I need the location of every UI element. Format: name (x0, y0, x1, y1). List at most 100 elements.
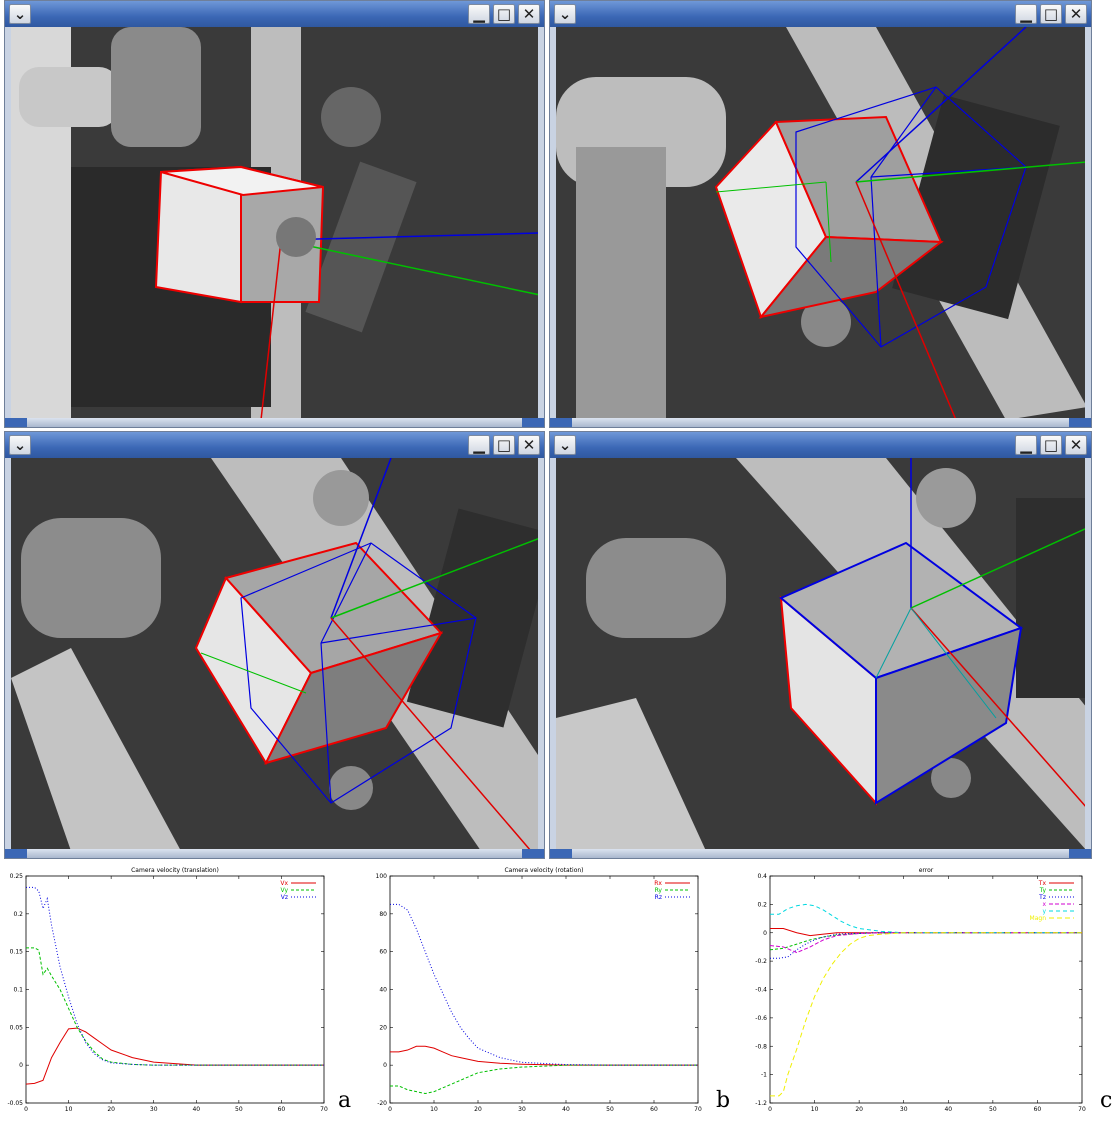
close-button[interactable]: ✕ (518, 435, 540, 455)
y-tick-label: 40 (379, 987, 387, 994)
x-tick-label: 40 (562, 1106, 570, 1113)
y-tick-label: 0.05 (10, 1024, 24, 1031)
window-view-4: ⌄ ▁ □ ✕ (549, 431, 1092, 859)
close-button[interactable]: ✕ (518, 4, 540, 24)
y-tick-label: 0 (19, 1062, 23, 1069)
x-tick-label: 20 (107, 1106, 115, 1113)
legend-label: Rx (654, 880, 662, 887)
status-bar-right-cap (522, 849, 544, 858)
status-bar (550, 418, 1091, 427)
status-bar-right-cap (1069, 418, 1091, 427)
maximize-button[interactable]: □ (1040, 4, 1062, 24)
camera-image (11, 27, 538, 418)
legend-label: Vx (280, 880, 288, 887)
legend-label: Rz (655, 894, 662, 901)
window-view-3: ⌄ ▁ □ ✕ (4, 431, 545, 859)
status-bar-right-cap (1069, 849, 1091, 858)
y-tick-label: -0.4 (755, 987, 767, 994)
series-line-ty (769, 932, 1082, 951)
window-menu-button[interactable]: ⌄ (554, 435, 576, 455)
chart-title: error (919, 867, 934, 874)
legend-label: Ry (655, 887, 663, 894)
plot-frame (25, 875, 325, 1104)
x-tick-label: 70 (694, 1106, 702, 1113)
x-tick-label: 30 (150, 1106, 158, 1113)
plot-frame (389, 875, 699, 1104)
close-button[interactable]: ✕ (1065, 435, 1087, 455)
legend-label: Tx (1038, 880, 1047, 887)
close-button[interactable]: ✕ (1065, 4, 1087, 24)
series-line-vz (26, 886, 324, 1066)
status-bar-left-cap (550, 418, 572, 427)
series-line-y (770, 903, 1082, 934)
x-tick-label: 20 (855, 1106, 863, 1113)
y-tick-label: 0.1 (13, 987, 23, 994)
x-tick-label: 30 (900, 1106, 908, 1113)
x-tick-label: 60 (650, 1106, 658, 1113)
y-tick-label: -20 (377, 1100, 387, 1107)
title-bar[interactable]: ⌄ ▁ □ ✕ (5, 1, 544, 27)
series-line-tx (770, 927, 1082, 937)
minimize-button[interactable]: ▁ (468, 435, 490, 455)
camera-image (556, 458, 1085, 849)
x-tick-label: 0 (768, 1106, 772, 1113)
status-bar-left-cap (550, 849, 572, 858)
status-bar (550, 849, 1091, 858)
camera-view (556, 27, 1085, 418)
maximize-button[interactable]: □ (1040, 435, 1062, 455)
y-tick-label: 0 (763, 930, 767, 937)
camera-view (11, 27, 538, 418)
minimize-button[interactable]: ▁ (1015, 435, 1037, 455)
window-menu-button[interactable]: ⌄ (9, 435, 31, 455)
title-bar[interactable]: ⌄ ▁ □ ✕ (5, 432, 544, 458)
y-tick-label: 20 (379, 1024, 387, 1031)
status-bar (5, 849, 544, 858)
legend-label: Magn (1030, 915, 1047, 922)
series-line-ry (390, 1064, 698, 1095)
title-bar[interactable]: ⌄ ▁ □ ✕ (550, 1, 1091, 27)
minimize-button[interactable]: ▁ (1015, 4, 1037, 24)
window-view-1: ⌄ ▁ □ ✕ (4, 0, 545, 428)
panel-label-a: a (338, 1088, 352, 1113)
window-view-2: ⌄ ▁ □ ✕ (549, 0, 1092, 428)
camera-view (556, 458, 1085, 849)
chart-title: Camera velocity (rotation) (504, 867, 583, 874)
window-menu-button[interactable]: ⌄ (9, 4, 31, 24)
x-tick-label: 0 (24, 1106, 28, 1113)
legend-label: Vz (281, 894, 288, 901)
minimize-button[interactable]: ▁ (468, 4, 490, 24)
x-tick-label: 40 (944, 1106, 952, 1113)
x-tick-label: 60 (278, 1106, 286, 1113)
y-tick-label: -0.05 (7, 1100, 23, 1107)
chart-error: error 0 10 20 30 40 50 60 70 -1.2 -1 -0.8 -0.6 -0.4 -0… (755, 867, 1086, 1113)
camera-image (11, 458, 538, 849)
camera-image (556, 27, 1085, 418)
y-tick-label: 0 (383, 1062, 387, 1069)
legend-label: Tz (1038, 894, 1046, 901)
series-line-vx (25, 1027, 324, 1085)
x-tick-label: 50 (989, 1106, 997, 1113)
y-tick-label: -1 (761, 1072, 767, 1079)
x-tick-label: 40 (192, 1106, 200, 1113)
y-tick-label: 0.2 (13, 911, 23, 918)
legend-label: x (1042, 901, 1046, 908)
panel-label-c: c (1100, 1088, 1113, 1113)
series-line-rz (390, 903, 698, 1066)
status-bar-left-cap (5, 849, 27, 858)
series-line-x (769, 932, 1082, 954)
y-tick-label: 0.2 (757, 901, 767, 908)
y-tick-label: 0.25 (10, 873, 24, 880)
x-tick-label: 10 (65, 1106, 73, 1113)
y-tick-label: 100 (376, 873, 388, 880)
x-tick-label: 50 (606, 1106, 614, 1113)
title-bar[interactable]: ⌄ ▁ □ ✕ (550, 432, 1091, 458)
maximize-button[interactable]: □ (493, 435, 515, 455)
series-line-vy (26, 947, 324, 1066)
status-bar-left-cap (5, 418, 27, 427)
window-menu-button[interactable]: ⌄ (554, 4, 576, 24)
legend-label: y (1042, 908, 1046, 915)
x-tick-label: 30 (518, 1106, 526, 1113)
y-tick-label: -0.2 (755, 958, 767, 965)
y-tick-label: -1.2 (755, 1100, 767, 1107)
maximize-button[interactable]: □ (493, 4, 515, 24)
